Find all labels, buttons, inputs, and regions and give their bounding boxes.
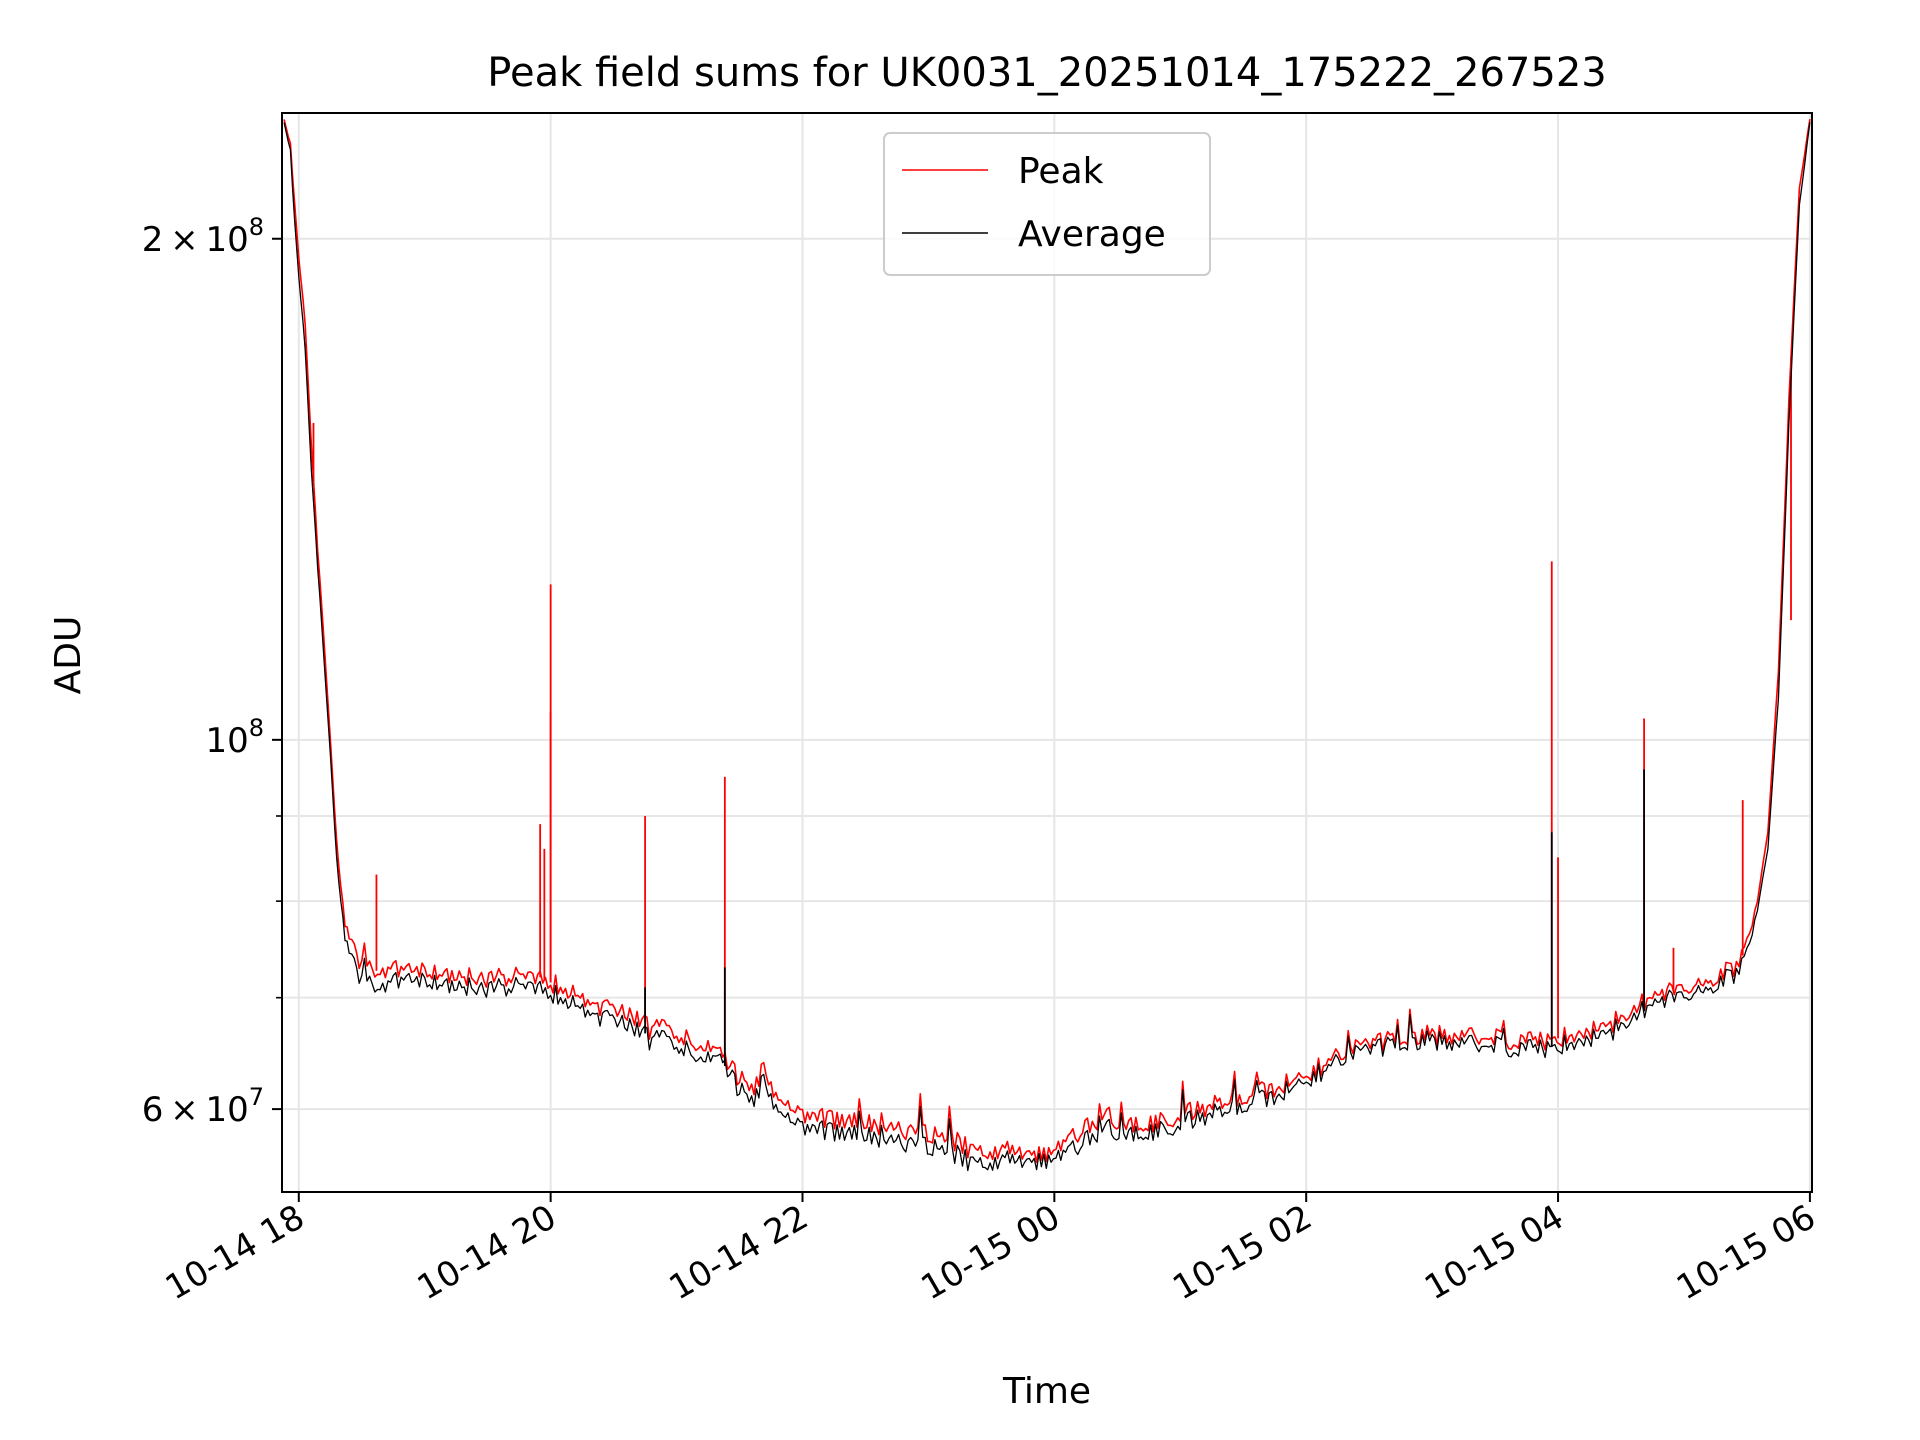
- y-axis-label: ADU: [48, 616, 89, 695]
- plot-frame: [281, 112, 1813, 1193]
- average-series-line: [283, 122, 1811, 1172]
- x-axis-label: Time: [1002, 1371, 1091, 1412]
- y-tick-label: 108: [205, 714, 264, 761]
- legend-box: [883, 132, 1211, 276]
- y-tick-times: × 10: [163, 1090, 248, 1130]
- y-tick-times: 10: [205, 721, 248, 761]
- y-tick-times: × 10: [163, 220, 248, 260]
- y-tick-exponent: 7: [249, 1083, 264, 1111]
- y-tick-exponent: 8: [249, 213, 264, 241]
- legend-label-peak: Peak: [1018, 151, 1104, 192]
- y-tick-label: 2 × 108: [142, 213, 264, 260]
- y-tick-label: 6 × 107: [142, 1083, 264, 1130]
- plot-series: [283, 118, 1811, 1172]
- y-tick-mantissa: 6: [142, 1090, 164, 1130]
- chart-title: Peak field sums for UK0031_20251014_1752…: [487, 50, 1606, 96]
- y-tick-exponent: 8: [249, 714, 264, 742]
- legend-label-average: Average: [1018, 214, 1166, 255]
- y-tick-mantissa: 2: [142, 220, 164, 260]
- peak-series-line: [283, 118, 1811, 1164]
- legend: Peak Average: [883, 132, 1211, 276]
